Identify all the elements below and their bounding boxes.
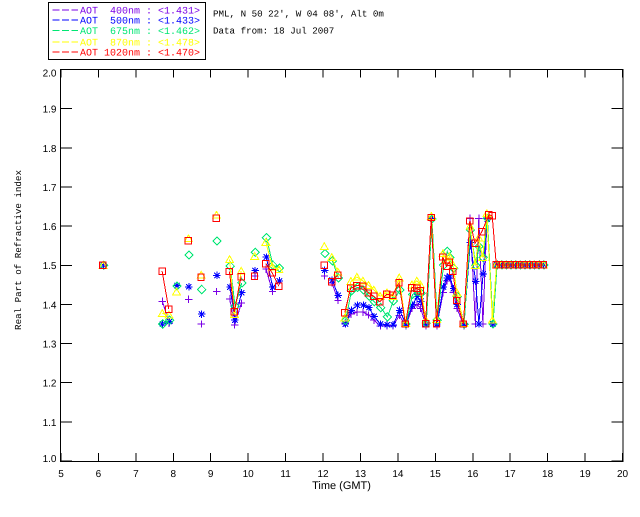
- svg-text:1.4: 1.4: [43, 300, 57, 311]
- svg-text:2.0: 2.0: [43, 69, 57, 80]
- svg-text:1.8: 1.8: [43, 144, 57, 155]
- svg-text:6: 6: [96, 469, 102, 480]
- svg-text:18: 18: [542, 469, 554, 480]
- svg-text:20: 20: [617, 469, 629, 480]
- svg-text:PML, N 50 22', W 04 08', Alt 0: PML, N 50 22', W 04 08', Alt 0m: [213, 8, 384, 19]
- svg-text:1.2: 1.2: [43, 379, 57, 390]
- svg-text:Time (GMT): Time (GMT): [312, 480, 371, 492]
- svg-text:AOT 870nm : <1.478>: AOT 870nm : <1.478>: [80, 38, 200, 49]
- svg-text:1.7: 1.7: [43, 183, 57, 194]
- svg-text:17: 17: [505, 469, 517, 480]
- svg-text:14: 14: [392, 469, 404, 480]
- svg-text:7: 7: [133, 469, 139, 480]
- svg-text:AOT 1020nm : <1.470>: AOT 1020nm : <1.470>: [80, 49, 200, 60]
- svg-text:Real Part of Refractive index: Real Part of Refractive index: [13, 170, 24, 330]
- svg-text:1.6: 1.6: [43, 222, 57, 233]
- svg-text:1.3: 1.3: [43, 340, 57, 351]
- svg-text:16: 16: [467, 469, 479, 480]
- svg-text:1.0: 1.0: [43, 454, 57, 465]
- svg-text:AOT 675nm : <1.462>: AOT 675nm : <1.462>: [80, 27, 200, 38]
- svg-text:12: 12: [317, 469, 329, 480]
- svg-text:19: 19: [580, 469, 592, 480]
- svg-text:9: 9: [208, 469, 214, 480]
- svg-text:5: 5: [58, 469, 64, 480]
- svg-text:1.1: 1.1: [43, 418, 57, 429]
- svg-text:1.9: 1.9: [43, 105, 57, 116]
- svg-text:10: 10: [243, 469, 255, 480]
- svg-text:AOT 400nm : <1.431>: AOT 400nm : <1.431>: [80, 6, 200, 17]
- svg-text:11: 11: [280, 469, 291, 480]
- svg-text:13: 13: [355, 469, 367, 480]
- svg-text:8: 8: [171, 469, 177, 480]
- svg-text:15: 15: [430, 469, 442, 480]
- svg-text:AOT 500nm : <1.433>: AOT 500nm : <1.433>: [80, 17, 200, 28]
- svg-text:Data from: 18 Jul 2007: Data from: 18 Jul 2007: [213, 25, 334, 36]
- svg-text:1.5: 1.5: [43, 261, 57, 272]
